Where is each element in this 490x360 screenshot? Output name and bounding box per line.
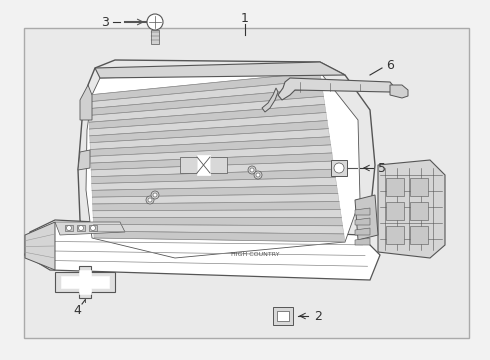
Polygon shape [91, 161, 334, 177]
Polygon shape [94, 231, 345, 242]
Polygon shape [91, 145, 332, 163]
Bar [277, 311, 289, 321]
Polygon shape [355, 238, 370, 245]
Polygon shape [89, 88, 323, 116]
Polygon shape [92, 193, 339, 204]
Bar [65, 225, 73, 231]
Bar [151, 30, 159, 44]
Polygon shape [262, 88, 278, 112]
Circle shape [334, 163, 344, 173]
Circle shape [248, 166, 256, 174]
Polygon shape [91, 153, 333, 170]
Circle shape [151, 191, 159, 199]
Polygon shape [25, 220, 380, 280]
Circle shape [153, 193, 157, 197]
Polygon shape [355, 218, 370, 225]
Bar [89, 225, 97, 231]
Circle shape [78, 225, 83, 230]
Circle shape [147, 14, 163, 30]
Polygon shape [180, 157, 197, 173]
Text: 6: 6 [386, 59, 394, 72]
Bar [273, 307, 293, 325]
Text: HIGH COUNTRY: HIGH COUNTRY [231, 252, 279, 257]
Polygon shape [92, 185, 338, 197]
Polygon shape [90, 129, 329, 149]
Polygon shape [278, 78, 395, 100]
Polygon shape [80, 85, 92, 120]
Bar [410, 202, 428, 220]
Circle shape [256, 173, 260, 177]
Polygon shape [90, 121, 328, 143]
Polygon shape [55, 222, 125, 235]
Polygon shape [355, 208, 370, 215]
Circle shape [250, 168, 254, 172]
Bar [386, 178, 404, 196]
Circle shape [146, 196, 154, 204]
Polygon shape [92, 177, 337, 190]
Polygon shape [90, 137, 331, 156]
Polygon shape [355, 228, 370, 235]
Polygon shape [88, 80, 322, 109]
Bar [77, 225, 85, 231]
Polygon shape [94, 224, 344, 234]
Text: 4: 4 [73, 303, 81, 316]
Polygon shape [86, 72, 360, 258]
Polygon shape [89, 104, 326, 129]
Bar [410, 178, 428, 196]
Bar [410, 226, 428, 244]
Bar [386, 226, 404, 244]
Bar [386, 202, 404, 220]
Text: 5: 5 [378, 162, 386, 175]
Polygon shape [331, 160, 347, 176]
Polygon shape [55, 266, 115, 298]
Text: 3: 3 [101, 15, 109, 28]
Circle shape [91, 225, 96, 230]
Polygon shape [89, 96, 325, 122]
Polygon shape [93, 217, 343, 226]
Text: 1: 1 [241, 12, 249, 24]
Polygon shape [355, 195, 378, 240]
Circle shape [67, 225, 72, 230]
Polygon shape [78, 60, 375, 270]
Polygon shape [78, 150, 90, 170]
Circle shape [148, 198, 152, 202]
Polygon shape [378, 160, 445, 258]
Polygon shape [92, 169, 336, 184]
Text: 2: 2 [314, 310, 322, 323]
Polygon shape [90, 112, 327, 136]
Polygon shape [25, 222, 55, 270]
Polygon shape [88, 72, 321, 102]
Polygon shape [197, 155, 210, 175]
Polygon shape [210, 157, 227, 173]
Polygon shape [95, 62, 345, 78]
Polygon shape [390, 85, 408, 98]
Polygon shape [61, 270, 109, 294]
Bar [24, 28, 469, 338]
Polygon shape [93, 202, 340, 211]
Polygon shape [93, 210, 342, 218]
Circle shape [254, 171, 262, 179]
